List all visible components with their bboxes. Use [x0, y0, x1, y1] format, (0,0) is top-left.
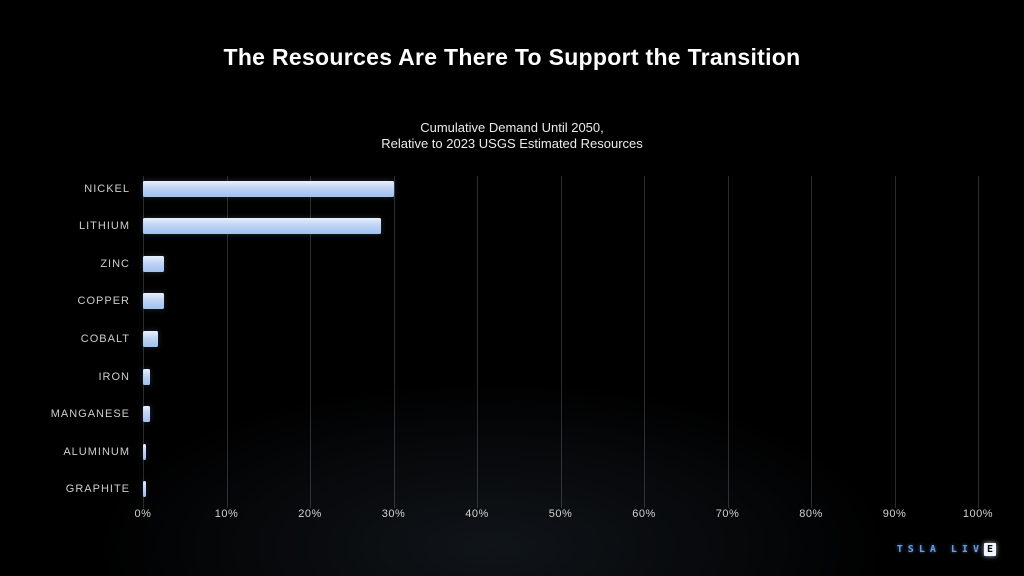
- bar-nickel: [143, 180, 394, 197]
- gridline: [310, 176, 311, 508]
- x-tick-label: 80%: [799, 508, 823, 520]
- x-tick-label: 60%: [632, 508, 656, 520]
- logo-letter: I: [961, 544, 968, 555]
- bar-zinc: [143, 255, 164, 272]
- bar-row: [143, 170, 978, 208]
- y-axis-labels: NICKEL LITHIUM ZINC COPPER COBALT IRON MANGANE…: [0, 170, 130, 508]
- category-label-nickel: NICKEL: [84, 182, 130, 195]
- bar-row: [143, 471, 978, 509]
- category-label-manganese: MANGANESE: [50, 408, 130, 421]
- category-label-lithium: LITHIUM: [79, 220, 130, 233]
- x-tick-label: 100%: [962, 508, 994, 520]
- x-tick-label: 40%: [465, 508, 489, 520]
- bar-cobalt: [143, 331, 159, 348]
- gridline: [811, 176, 812, 508]
- logo-letter: S: [907, 544, 914, 555]
- x-tick-label: 70%: [715, 508, 740, 520]
- category-label-graphite: GRAPHITE: [65, 483, 130, 496]
- gridline: [727, 176, 729, 508]
- gridline: [477, 176, 478, 508]
- category-label-copper: COPPER: [77, 295, 130, 308]
- x-tick-label: 10%: [214, 508, 239, 520]
- bar-row: [143, 395, 978, 433]
- gridline: [226, 176, 228, 508]
- chart-subtitle: Cumulative Demand Until 2050, Relative t…: [0, 120, 1024, 152]
- bar-iron: [143, 368, 150, 385]
- plot-area: [143, 170, 979, 508]
- chart-subtitle-line1: Cumulative Demand Until 2050,: [420, 120, 604, 135]
- gridline: [894, 176, 896, 508]
- x-tick-label: 0%: [134, 508, 152, 520]
- logo-letter: L: [950, 544, 957, 555]
- bar-row: [143, 208, 978, 246]
- logo-letter: T: [896, 544, 903, 555]
- bar-row: [143, 245, 978, 283]
- bar-row: [143, 320, 978, 358]
- gridline: [978, 176, 979, 508]
- x-tick-label: 50%: [548, 508, 573, 520]
- logo-letter-boxed: E: [983, 543, 996, 556]
- category-label-cobalt: COBALT: [80, 333, 130, 346]
- category-label-iron: IRON: [98, 370, 130, 383]
- bar-row: [143, 433, 978, 471]
- bar-row: [143, 358, 978, 396]
- gridline: [393, 176, 395, 508]
- logo-letter: A: [929, 544, 936, 555]
- chart-subtitle-line2: Relative to 2023 USGS Estimated Resource…: [381, 136, 643, 151]
- slide-title: The Resources Are There To Support the T…: [223, 44, 801, 70]
- bar-aluminum: [143, 443, 147, 460]
- bar-manganese: [143, 406, 150, 423]
- bars-area: [143, 170, 978, 508]
- x-tick-label: 30%: [381, 508, 406, 520]
- category-label-aluminum: ALUMINUM: [63, 445, 130, 458]
- bar-row: [143, 283, 978, 321]
- bar-graphite: [143, 481, 146, 498]
- gridline: [560, 176, 562, 508]
- x-tick-label: 90%: [882, 508, 907, 520]
- x-axis-ticks: 0% 10% 20% 30% 40% 50% 60% 70% 80% 90% 100%: [135, 508, 993, 524]
- logo-letter: V: [972, 544, 979, 555]
- logo-letter: L: [918, 544, 925, 555]
- category-label-zinc: ZINC: [100, 257, 130, 270]
- gridline: [644, 176, 645, 508]
- bar-copper: [143, 293, 164, 310]
- bar-lithium: [143, 218, 381, 235]
- x-tick-label: 20%: [298, 508, 322, 520]
